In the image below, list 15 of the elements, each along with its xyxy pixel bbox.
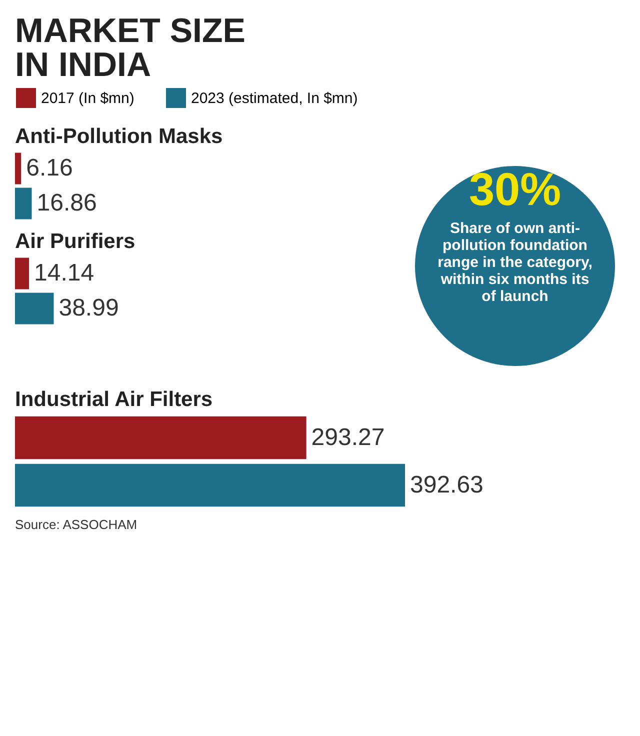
text: 30% xyxy=(468,163,562,215)
text: Share of own anti-pollution foundation range in the category, within six months its of launch xyxy=(438,220,592,305)
source-note: Source: ASSOCHAM xyxy=(15,517,138,532)
legend-label: 2023 (estimated, In $mn) xyxy=(191,90,358,107)
data-label: 38.99 xyxy=(58,294,119,322)
chart-title: MARKET SIZE IN INDIA xyxy=(15,12,246,84)
y-tick-label: Anti-Pollution Masks xyxy=(15,125,223,148)
data-label: 14.14 xyxy=(34,260,94,286)
data-label: 293.27 xyxy=(311,424,385,451)
y-tick-label: Air Purifiers xyxy=(15,230,136,253)
data-label: 392.63 xyxy=(410,471,484,498)
y-tick-label: Industrial Air Filters xyxy=(15,388,213,411)
legend-label: 2017 (In $mn) xyxy=(41,90,134,107)
data-label: 16.86 xyxy=(36,190,97,216)
data-label: 6.16 xyxy=(26,154,73,182)
